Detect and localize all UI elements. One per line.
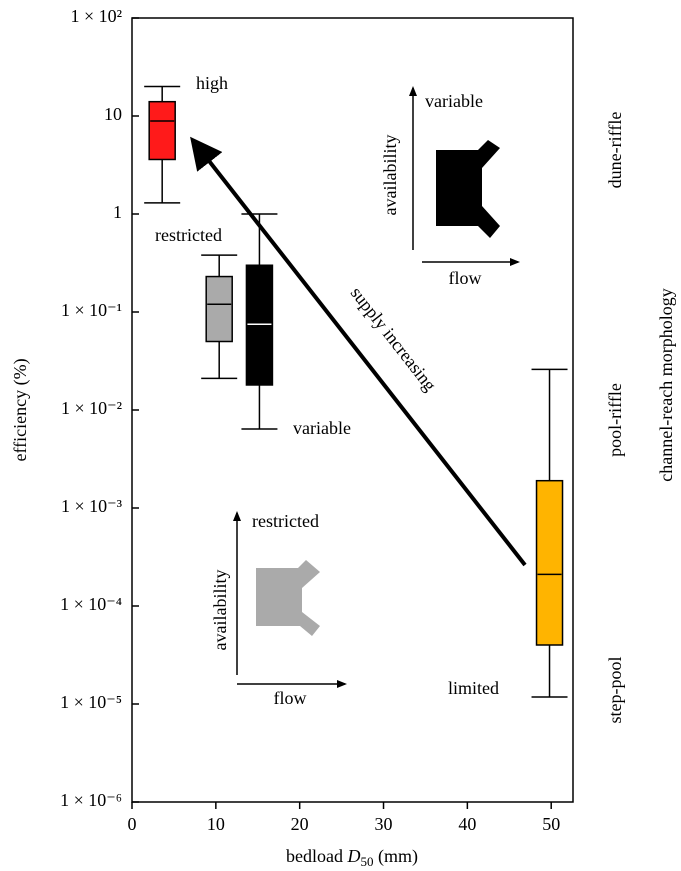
y-tick-label: 1 [113,202,122,222]
box [205,275,233,343]
box [148,100,176,161]
x-axis-label: bedload D50 (mm) [286,846,418,869]
y-tick-label: 1 × 10⁻⁶ [60,790,122,810]
morphology-label: dune-riffle [605,112,625,189]
annotation: supply increasing [347,283,441,395]
inset-icon [436,140,500,238]
inset-icon [256,560,320,636]
inset-label: flow [449,268,482,288]
y-tick-label: 1 × 10⁻¹ [61,300,122,320]
x-tick-label: 0 [128,814,137,834]
annotation: restricted [155,225,222,245]
annotation: limited [448,678,499,698]
box [535,479,564,646]
y-axis-label: efficiency (%) [10,358,31,461]
inset-label: flow [274,688,307,708]
y-tick-label: 1 × 10⁻⁵ [60,692,122,712]
x-tick-label: 40 [458,814,476,834]
plot-frame [131,17,574,803]
annotation: high [196,73,228,93]
inset-label: availability [380,135,400,216]
y-tick-label: 1 × 10² [70,6,122,26]
y2-axis-label: channel-reach morphology [656,288,676,481]
y-tick-label: 10 [104,104,122,124]
x-tick-label: 50 [542,814,560,834]
morphology-label: step-pool [605,657,625,724]
x-tick-label: 10 [207,814,225,834]
x-tick-label: 30 [375,814,393,834]
annotation: variable [293,418,351,438]
x-axis-label-part: (mm) [373,846,418,867]
y-tick-label: 1 × 10⁻³ [61,496,123,516]
y-tick-label: 1 × 10⁻⁴ [60,594,122,614]
inset-label: variable [425,91,483,111]
morphology-label: pool-riffle [605,383,625,457]
box [245,264,274,386]
y-tick-label: 1 × 10⁻² [61,398,122,418]
inset-label: availability [210,570,230,651]
x-tick-label: 20 [291,814,309,834]
x-axis-label-part: 50 [360,854,373,869]
inset-label: restricted [252,511,319,531]
x-axis-label-part: bedload [286,846,347,866]
x-axis-label-part: D [346,846,360,866]
